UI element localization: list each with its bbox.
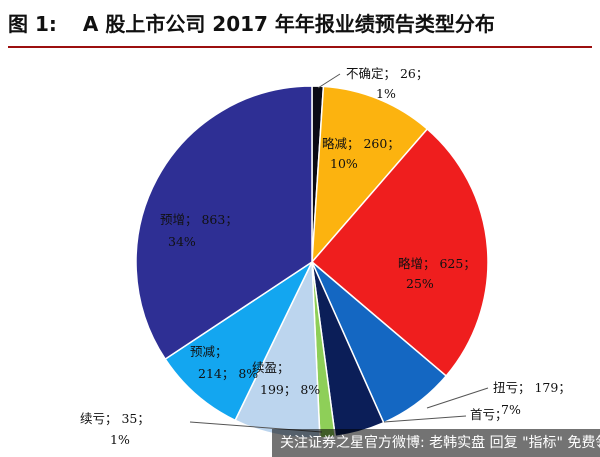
slice-label-line2-1: 10% (330, 156, 358, 171)
slice-label-line1-8: 预增； 863； (160, 212, 238, 227)
watermark-banner: 关注证券之星官方微博: 老韩实盘 回复 "指标" 免费领 (272, 429, 600, 457)
slice-label-1: 略减； 260； 10% (322, 136, 400, 171)
slice-label-6: 续盈； 199； 8% (252, 360, 320, 397)
slice-label-line2-6: 199； 8% (260, 382, 320, 397)
slice-label-line1-7: 预减； (190, 344, 228, 359)
slice-label-line2-3: 7% (501, 402, 521, 417)
pie-slice-7 (164, 259, 314, 422)
pie-slice-2 (310, 127, 489, 378)
slice-label-4: 首亏； (470, 407, 508, 422)
pie-slice-8 (135, 85, 313, 361)
slice-label-line2-5: 1% (110, 432, 130, 447)
slice-label-line1-0: 不确定； 26； (346, 66, 428, 81)
slice-label-line2-2: 25% (406, 276, 434, 291)
slice-label-line2-8: 34% (168, 234, 196, 249)
leader-line-0 (317, 73, 341, 89)
slice-label-line1-1: 略减； 260； (322, 136, 400, 151)
leader-line-3 (426, 387, 489, 409)
slice-label-line2-7: 214； 8% (198, 366, 258, 381)
pie-slice-1 (311, 85, 429, 265)
pie-slices (135, 85, 489, 439)
slice-label-7: 预减； 214； 8% (190, 344, 258, 381)
figure-title: 图 1: A 股上市公司 2017 年年报业绩预告类型分布 (8, 6, 592, 42)
slice-label-line1-4: 首亏； (470, 407, 508, 422)
slice-label-line1-2: 略增； 625； (398, 256, 476, 271)
slice-labels: 不确定； 26； 1% 略减； 260； 10% 略增； 625； 25% 扭亏； 179；… (80, 66, 571, 447)
slice-label-8: 预增； 863； 34% (160, 212, 238, 249)
slice-label-line1-3: 扭亏； 179； (493, 380, 571, 395)
leader-line-4 (383, 415, 467, 423)
slice-label-5: 续亏； 35； 1% (80, 411, 150, 447)
title-divider (8, 46, 592, 48)
slice-label-0: 不确定； 26； 1% (346, 66, 428, 101)
slice-label-line2-0: 1% (376, 86, 396, 101)
slice-label-2: 略增； 625； 25% (398, 256, 476, 291)
figure-title-text: A 股上市公司 2017 年年报业绩预告类型分布 (82, 12, 495, 36)
slice-label-line1-6: 续盈； (252, 360, 290, 375)
slice-label-line1-5: 续亏； 35； (80, 411, 150, 426)
slice-label-3: 扭亏； 179； 7% (493, 380, 571, 417)
figure-number: 图 1: (8, 12, 57, 36)
